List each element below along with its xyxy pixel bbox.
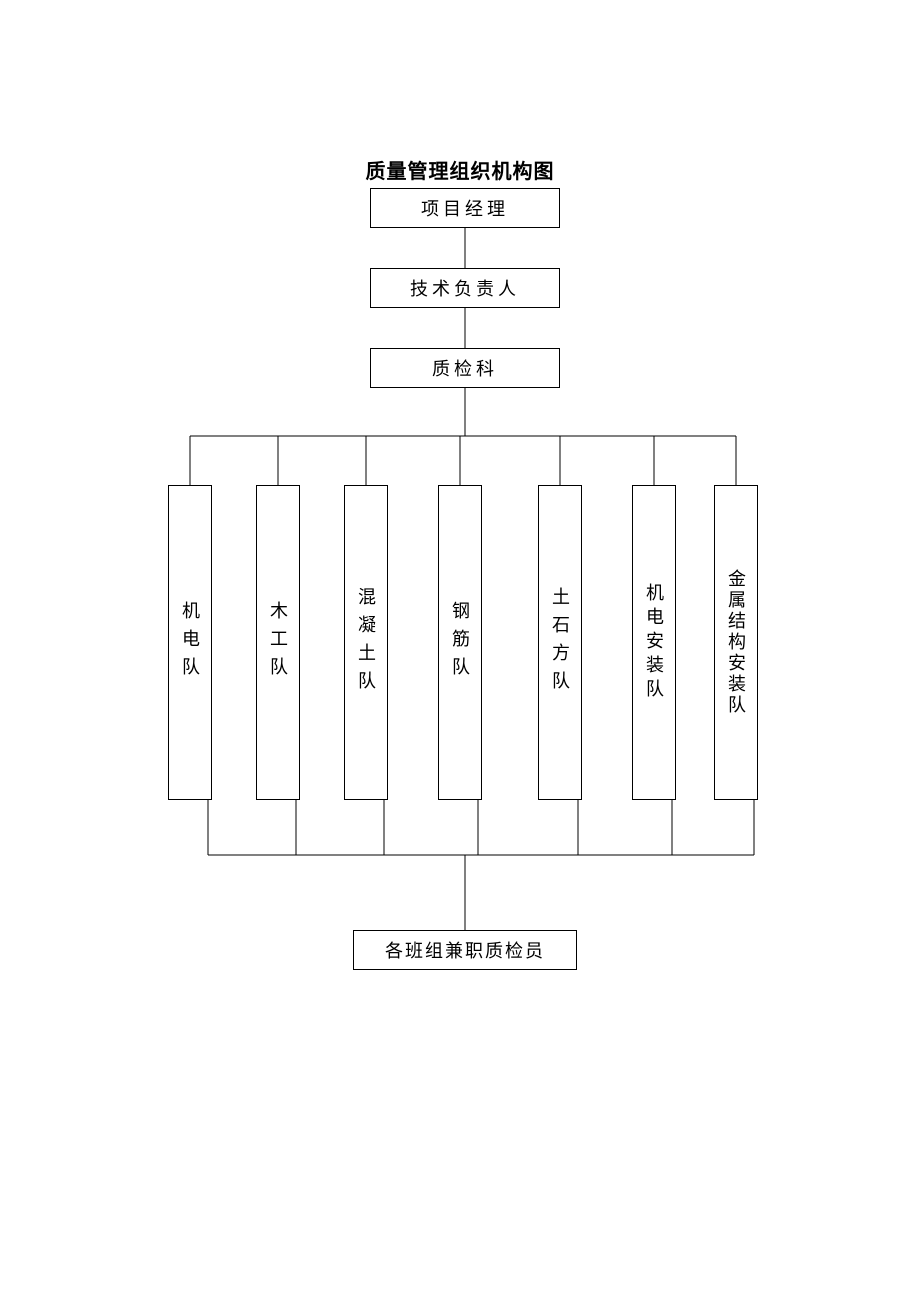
connector-lines <box>0 0 920 1302</box>
org-chart: 质量管理组织机构图 项目经理 技术负责人 质检科 机电队 木工队 混凝土队 钢筋… <box>0 0 920 1302</box>
